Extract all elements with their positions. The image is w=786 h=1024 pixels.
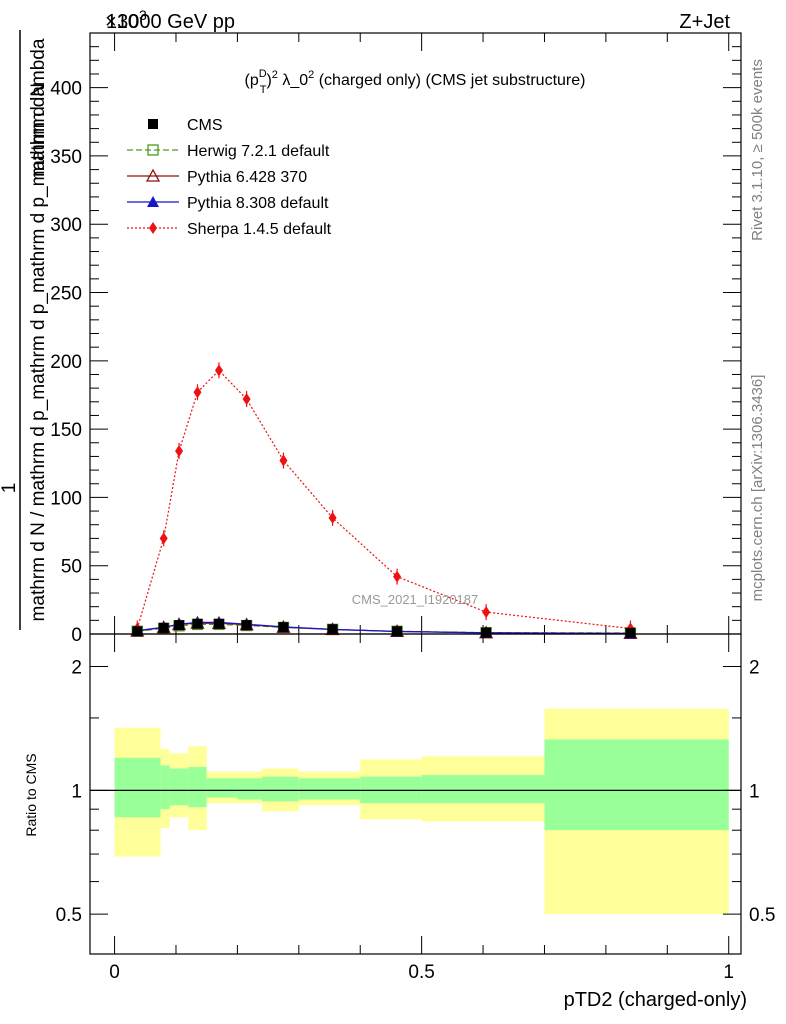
ylabel-denominator: mathrm d N / mathrm d p_mathrm d p_mathr… <box>28 38 49 621</box>
stat-uncertainty-band <box>114 757 161 818</box>
ratio-xtick-label: 0 <box>109 962 120 983</box>
legend-entry: Pythia 8.308 default <box>127 195 329 212</box>
data-point <box>393 570 402 583</box>
series-line <box>136 369 631 630</box>
series-pythia-6-428-370 <box>130 615 638 639</box>
main-ytick-label: 250 <box>50 284 82 305</box>
data-point <box>193 386 202 399</box>
main-ytick-label: 300 <box>50 215 82 236</box>
data-point <box>625 627 636 638</box>
legend-label: CMS <box>187 117 223 134</box>
main-y-ticks: 0 50 100 150 200 250 300 350 400 <box>50 33 741 646</box>
data-point <box>328 511 337 524</box>
ratio-ytick-label: 0.5 <box>56 905 82 926</box>
ratio-xtick-label: 0.5 <box>408 962 434 983</box>
main-ytick-label: 150 <box>50 420 82 441</box>
data-point <box>213 618 224 629</box>
data-point <box>482 606 491 619</box>
data-point <box>327 624 338 635</box>
ratio-ytick-label-right: 1 <box>749 781 760 802</box>
main-plot-data <box>130 362 638 639</box>
data-point <box>241 620 252 631</box>
stat-uncertainty-band <box>188 766 207 808</box>
data-point <box>158 622 169 633</box>
legend-marker <box>147 144 159 156</box>
data-point <box>278 622 289 633</box>
legend-marker <box>148 119 158 129</box>
data-point <box>392 626 403 637</box>
legend-marker <box>149 222 157 234</box>
data-point <box>279 454 288 467</box>
data-point <box>242 393 251 406</box>
legend-marker <box>145 168 161 182</box>
main-ytick-label: 200 <box>50 352 82 373</box>
stat-uncertainty-band <box>298 778 361 800</box>
stat-uncertainty-band <box>237 778 262 800</box>
rivet-label: Rivet 3.1.10, ≥ 500k events <box>749 59 766 241</box>
ratio-ticks: 0.5 0.5 1 1 2 2 0 0.5 1 <box>56 634 775 983</box>
legend-entry: Sherpa 1.4.5 default <box>127 221 332 238</box>
legend-label: Pythia 8.308 default <box>187 195 329 212</box>
ratio-xlabel: pTD2 (charged-only) <box>564 989 747 1011</box>
stat-uncertainty-band <box>421 774 545 804</box>
energy-label: 13000 GeV pp <box>106 11 235 33</box>
plot-title: (pD T)2 λ_02 (charged only) (CMS jet subs… <box>245 68 586 96</box>
data-point <box>174 620 185 631</box>
ratio-ytick-label: 1 <box>71 781 82 802</box>
legend-marker <box>147 196 159 207</box>
ratio-xtick-label: 1 <box>723 962 734 983</box>
legend-label: Herwig 7.2.1 default <box>187 143 330 160</box>
main-ytick-label: 0 <box>71 625 82 646</box>
ratio-ylabel: Ratio to CMS <box>23 753 39 836</box>
legend-entry: CMS <box>148 117 223 134</box>
legend-entry: Herwig 7.2.1 default <box>127 143 330 160</box>
stat-uncertainty-band <box>261 776 299 802</box>
stat-uncertainty-band <box>160 765 170 810</box>
main-ytick-label: 100 <box>50 488 82 509</box>
exponent-label: ×103 <box>105 7 147 33</box>
stat-uncertainty-band <box>544 739 729 831</box>
stat-uncertainty-band <box>206 778 238 798</box>
legend-entry: Pythia 6.428 370 <box>127 168 307 186</box>
stat-uncertainty-band <box>169 768 189 806</box>
ratio-bands <box>90 708 741 915</box>
mcplots-label: mcplots.cern.ch [arXiv:1306.3436] <box>749 375 766 602</box>
main-ytick-label: 350 <box>50 147 82 168</box>
ylabel-top: mathrm dN <box>28 83 49 177</box>
main-ytick-label: 50 <box>61 557 82 578</box>
legend-label: Pythia 6.428 370 <box>187 169 307 186</box>
data-point <box>175 444 184 457</box>
ratio-plot-frame <box>89 633 742 955</box>
ratio-ytick-label-right: 2 <box>749 658 760 679</box>
process-label: Z+Jet <box>679 11 730 33</box>
main-ytick-label: 400 <box>50 79 82 100</box>
data-point <box>192 618 203 629</box>
series-cms <box>132 618 636 638</box>
legend-label: Sherpa 1.4.5 default <box>187 221 332 238</box>
ratio-ytick-label-right: 0.5 <box>749 905 775 926</box>
ylabel-numerator: 1 <box>0 483 20 494</box>
data-point <box>132 626 143 637</box>
legend: CMS Herwig 7.2.1 default Pythia 6.428 370 P… <box>127 117 332 238</box>
data-point <box>159 532 168 545</box>
watermark: CMS_2021_I1920187 <box>352 592 479 607</box>
series-line <box>137 623 631 634</box>
series-pythia-8-308-default <box>131 616 637 639</box>
data-point <box>214 364 223 377</box>
ratio-ytick-label: 2 <box>71 658 82 679</box>
data-point <box>481 627 492 638</box>
